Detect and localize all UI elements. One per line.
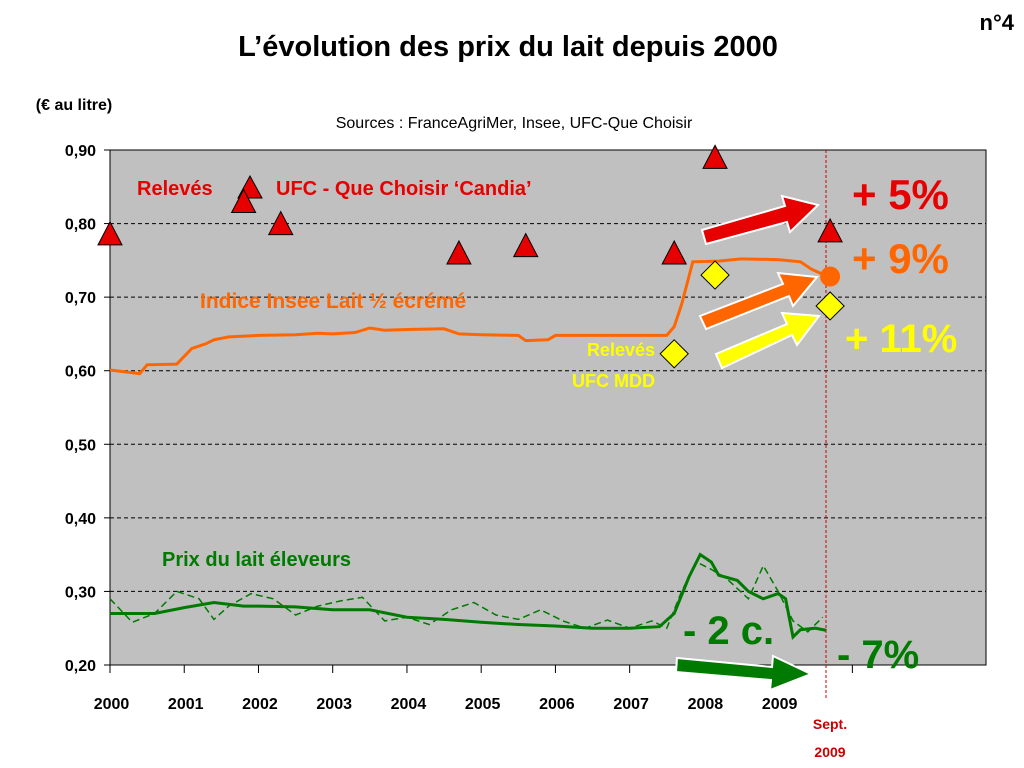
y-tick-label: 0,60 [65, 364, 96, 381]
pct-insee: + 9% [852, 235, 949, 282]
marker-triangle [446, 239, 472, 265]
y-tick-label: 0,70 [65, 290, 96, 307]
x-tick-label: 2001 [168, 696, 204, 713]
x-tick-label: 2002 [242, 696, 278, 713]
red-arrow [700, 194, 820, 246]
sept-year-label: 2009 [814, 744, 845, 760]
grid [110, 223, 986, 592]
orange-arrow [698, 271, 819, 331]
minus-7: - 7% [837, 633, 919, 677]
x-tick-label: 2000 [94, 696, 130, 713]
series-line-insee [109, 257, 824, 376]
marker-triangle [230, 188, 257, 213]
x-tick-label: 2003 [316, 696, 352, 713]
marker-diamond [700, 260, 730, 290]
releves-red-label: Relevés [137, 178, 213, 200]
axes: 0,20 0,30 0,40 0,50 0,60 0,70 0,80 0,90 2000 2001… [65, 143, 853, 713]
minus-2c: - 2 c. [683, 609, 774, 653]
series-layer [109, 257, 827, 641]
series-line-eleveurs-dashed [109, 560, 824, 633]
x-tick-label: 2009 [762, 696, 798, 713]
green-label: Prix du lait éleveurs [162, 549, 351, 571]
marker-triangle [97, 220, 123, 246]
marker-triangle [817, 217, 843, 243]
x-tick-label: 2008 [688, 696, 724, 713]
x-tick-label: 2004 [391, 696, 427, 713]
mdd-label-line1: Relevés [587, 340, 655, 360]
y-tick-label: 0,40 [65, 511, 96, 528]
y-tick-label: 0,20 [65, 658, 96, 675]
pct-mdd: + 11% [845, 317, 957, 361]
marker-diamond [815, 291, 845, 321]
slide-number: n°4 [980, 10, 1015, 35]
marker-triangle [702, 144, 728, 169]
y-unit-label: (€ au litre) [36, 97, 112, 114]
y-tick-label: 0,50 [65, 437, 96, 454]
sources-text: Sources : FranceAgriMer, Insee, UFC-Que … [336, 115, 693, 132]
marker-circle [820, 266, 841, 287]
x-tick-label: 2006 [539, 696, 575, 713]
ufc-candia-label: UFC - Que Choisir ‘Candia’ [276, 178, 532, 200]
slide-title: L’évolution des prix du lait depuis 2000 [238, 31, 778, 63]
y-tick-label: 0,30 [65, 584, 96, 601]
x-tick-label: 2007 [613, 696, 649, 713]
y-tick-label: 0,90 [65, 143, 96, 160]
pct-candia: + 5% [852, 171, 949, 218]
sept-label: Sept. [813, 716, 847, 732]
plot-area [109, 149, 987, 666]
y-tick-label: 0,80 [65, 217, 96, 234]
green-arrow [674, 654, 814, 692]
marker-triangle [267, 210, 294, 236]
x-tick-label: 2005 [465, 696, 501, 713]
marker-diamond [659, 339, 689, 369]
yellow-arrow [714, 311, 821, 370]
insee-label: Indice Insee Lait ½ écrémé [200, 290, 466, 313]
marker-triangle [661, 239, 688, 265]
marker-layer [97, 144, 845, 369]
mdd-label-line2: UFC MDD [572, 371, 655, 391]
marker-triangle [512, 232, 539, 258]
